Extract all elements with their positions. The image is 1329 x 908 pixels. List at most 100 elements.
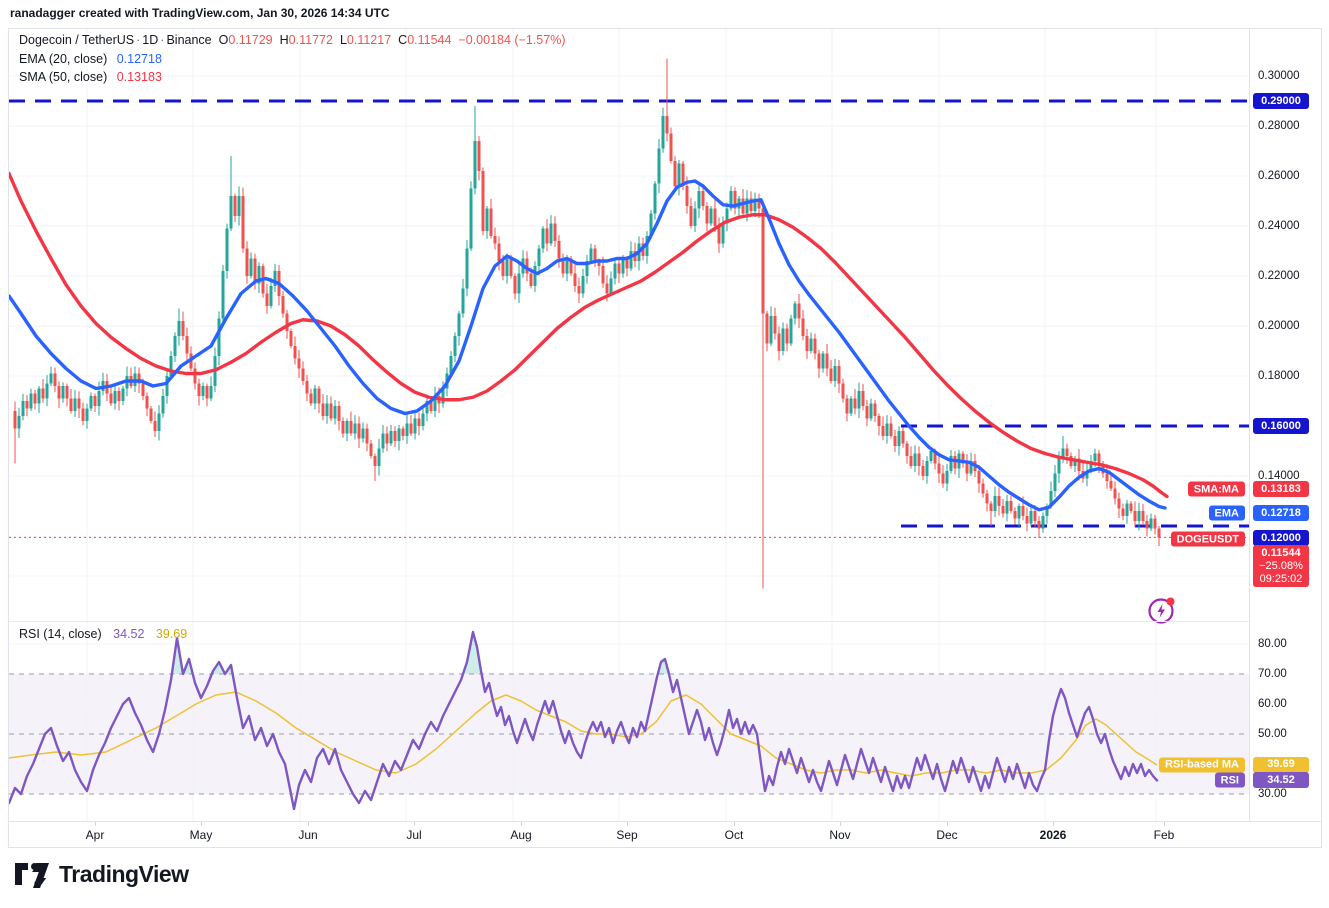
daily-change: −0.00184 (−1.57%) bbox=[458, 33, 566, 47]
candle-body bbox=[481, 171, 485, 231]
time-axis-label[interactable]: May bbox=[189, 828, 213, 842]
candle-body bbox=[885, 423, 889, 436]
candle-body bbox=[1009, 501, 1013, 511]
sma-legend[interactable]: SMA (50, close) 0.13183 bbox=[19, 70, 162, 84]
candle-body bbox=[205, 386, 209, 399]
series-label-rsi[interactable]: RSI bbox=[1214, 772, 1245, 788]
candle-body bbox=[797, 303, 801, 319]
symbol-legend[interactable]: Dogecoin / TetherUS · 1D · Binance O0.11729 H0… bbox=[19, 33, 565, 47]
candle-body bbox=[613, 263, 617, 279]
candle-body bbox=[1049, 491, 1053, 506]
candle-body bbox=[721, 223, 725, 244]
ohlc-values: O0.11729 H0.11772 L0.11217 C0.11544 −0.00184… bbox=[212, 33, 566, 47]
candle-body bbox=[461, 288, 465, 314]
sma50-line bbox=[9, 171, 1169, 499]
candle-body bbox=[69, 398, 73, 411]
candle-body bbox=[1117, 498, 1121, 509]
time-axis-label[interactable]: Sep bbox=[616, 828, 638, 842]
candle-body bbox=[997, 496, 1001, 506]
time-axis-label[interactable]: Feb bbox=[1153, 828, 1175, 842]
candle-body bbox=[161, 396, 165, 414]
ema-label: EMA (20, close) bbox=[19, 52, 108, 66]
candle-body bbox=[1057, 458, 1061, 474]
ema-legend[interactable]: EMA (20, close) 0.12718 bbox=[19, 52, 162, 66]
time-axis-label[interactable]: Jul bbox=[406, 828, 422, 842]
time-axis-label[interactable]: Jun bbox=[298, 828, 318, 842]
candle-body bbox=[1033, 511, 1037, 521]
axis-tick: 30.00 bbox=[1258, 788, 1287, 800]
axis-tick: 0.24000 bbox=[1258, 220, 1300, 232]
candle-body bbox=[441, 388, 445, 404]
axis-tick: 50.00 bbox=[1258, 728, 1287, 740]
candle-body bbox=[265, 293, 269, 306]
candle-body bbox=[845, 398, 849, 414]
boost-lightning-icon[interactable] bbox=[1145, 593, 1179, 627]
candle-body bbox=[1097, 453, 1101, 464]
candle-body bbox=[673, 161, 677, 186]
candle-body bbox=[37, 388, 41, 404]
price-axis[interactable]: USDT 0.300000.280000.260000.240000.22000… bbox=[1249, 29, 1321, 821]
time-axis-label[interactable]: Apr bbox=[85, 828, 105, 842]
rsi-chart-canvas[interactable] bbox=[9, 622, 1249, 821]
candle-body bbox=[561, 258, 565, 274]
candle-body bbox=[749, 198, 753, 211]
time-axis-label[interactable]: 2026 bbox=[1039, 828, 1067, 842]
price-label-chip[interactable]: 0.12718 bbox=[1253, 505, 1309, 522]
time-axis-label[interactable]: Nov bbox=[829, 828, 851, 842]
sma-label: SMA (50, close) bbox=[19, 70, 108, 84]
time-axis[interactable]: Apr May Jun Jul Aug Sep Oct Nov Dec 2026 Feb bbox=[9, 821, 1321, 847]
price-label-chip[interactable]: 0.12000 bbox=[1253, 530, 1309, 546]
candle-body bbox=[929, 451, 933, 461]
price-label-chip[interactable]: 0.29000 bbox=[1253, 93, 1309, 109]
rsi-value-chip[interactable]: 34.52 bbox=[1253, 772, 1309, 789]
candle-body bbox=[781, 328, 785, 351]
candle-body bbox=[873, 403, 877, 416]
rsi-value-chip[interactable]: 39.69 bbox=[1253, 756, 1309, 773]
candle-body bbox=[1137, 511, 1141, 521]
main-price-pane[interactable]: Dogecoin / TetherUS · 1D · Binance O0.11729 H0… bbox=[9, 29, 1249, 624]
candle-body bbox=[545, 228, 549, 244]
price-label-chip[interactable]: 0.13183 bbox=[1253, 481, 1309, 498]
series-label-dogeusdt[interactable]: DOGEUSDT bbox=[1170, 531, 1245, 547]
candle-body bbox=[293, 346, 297, 359]
candle-body bbox=[585, 261, 589, 276]
time-axis-label[interactable]: Aug bbox=[510, 828, 532, 842]
symbol-title[interactable]: Dogecoin / TetherUS · 1D · Binance bbox=[19, 33, 212, 47]
series-label-ema[interactable]: EMA bbox=[1208, 505, 1245, 521]
time-axis-label[interactable]: Dec bbox=[936, 828, 958, 842]
candle-body bbox=[393, 431, 397, 441]
candle-body bbox=[949, 456, 953, 471]
candle-body bbox=[113, 391, 117, 404]
candle-body bbox=[301, 368, 305, 381]
candle-body bbox=[669, 133, 673, 161]
axis-tick: 0.18000 bbox=[1258, 370, 1300, 382]
time-axis-label[interactable]: Oct bbox=[724, 828, 744, 842]
series-label-sma-ma[interactable]: SMA:MA bbox=[1187, 481, 1245, 497]
candle-body bbox=[861, 391, 865, 406]
candle-body bbox=[1061, 448, 1065, 459]
candle-body bbox=[169, 356, 173, 376]
candle-body bbox=[489, 208, 493, 236]
time-axis-tickmark bbox=[414, 822, 415, 826]
candle-body bbox=[717, 226, 721, 244]
series-label-rsi-based-ma[interactable]: RSI-based MA bbox=[1159, 757, 1245, 773]
candle-body bbox=[569, 258, 573, 274]
candle-body bbox=[945, 471, 949, 484]
candle-body bbox=[417, 418, 421, 426]
candle-body bbox=[93, 396, 97, 406]
price-chart-canvas[interactable] bbox=[9, 29, 1249, 621]
ohlc-key: O bbox=[218, 33, 229, 47]
candle-body bbox=[325, 403, 329, 416]
candle-body bbox=[1109, 481, 1113, 489]
axis-tick: 0.26000 bbox=[1258, 170, 1300, 182]
tradingview-logo[interactable]: TradingView bbox=[14, 860, 189, 888]
rsi-pane[interactable]: RSI (14, close) 34.52 39.69 bbox=[9, 621, 1249, 821]
price-label-chip[interactable]: 0.16000 bbox=[1253, 418, 1309, 434]
ohlc-key: H bbox=[279, 33, 289, 47]
candle-body bbox=[425, 401, 429, 414]
rsi-legend[interactable]: RSI (14, close) 34.52 39.69 bbox=[19, 627, 187, 641]
candle-body bbox=[557, 241, 561, 259]
candle-body bbox=[565, 258, 569, 274]
candle-body bbox=[433, 396, 437, 411]
price-label-chip[interactable]: 0.11544 −25.08% 09:25:02 bbox=[1253, 545, 1309, 588]
